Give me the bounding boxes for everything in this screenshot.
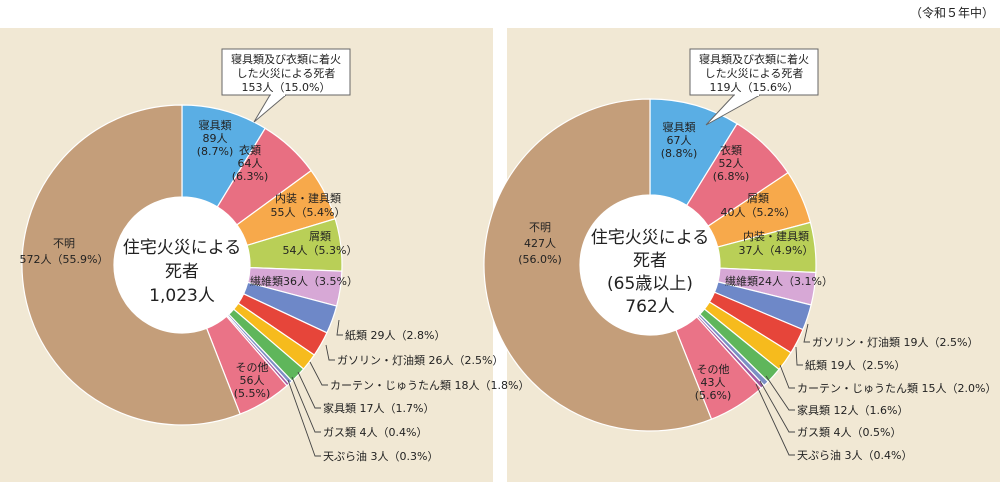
slice-label-内装建具類: 内装・建具類 (743, 229, 809, 243)
callout-box (689, 48, 819, 96)
slice-label-紙類: 紙類 19人（2.5%） (805, 358, 905, 372)
leader-line-カーテンじゅうたん類 (779, 364, 795, 389)
leader-line-ガス類 (759, 380, 795, 433)
center-label-line: 死者 (633, 251, 667, 271)
slice-label-家具類: 家具類 12人（1.6%） (797, 403, 908, 417)
slice-label-繊維類: 繊維類24人（3.1%） (725, 275, 833, 288)
leader-line-紙類 (336, 319, 343, 336)
callout-text-line: 寝具類及び衣類に着火 (231, 52, 341, 66)
slice-label-衣類: 52人 (719, 157, 744, 170)
callout-text-line: 153人（15.0%） (242, 81, 331, 94)
slice-label-衣類: 衣類 (720, 143, 742, 157)
slice-label-不明: (56.0%) (518, 253, 562, 266)
slice-label-内装建具類: 37人（4.9%） (739, 244, 814, 257)
leader-line-カーテンじゅうたん類 (309, 361, 328, 386)
slice-label-屑類: 屑類 (747, 192, 769, 205)
callout-box (221, 48, 351, 96)
slice-label-寝具類: 67人 (667, 134, 692, 147)
slice-label-不明: 427人 (524, 237, 556, 250)
slice-label-その他: (5.6%) (695, 389, 732, 402)
center-label-line: 住宅火災による (123, 238, 242, 258)
callout-text-line: 119人（15.6%） (710, 81, 799, 94)
slice-label-衣類: (6.3%) (232, 170, 269, 183)
slice-label-不明: 572人（55.9%） (20, 253, 109, 266)
era-note: （令和５年中） (910, 5, 994, 20)
slice-label-その他: その他 (697, 363, 730, 376)
slice-label-寝具類: 89人 (203, 132, 228, 145)
leader-line-家具類 (765, 375, 795, 411)
slice-label-ガス類: ガス類 4人（0.4%） (323, 426, 427, 439)
slice-label-その他: 56人 (240, 374, 265, 387)
slice-label-カーテンじゅうたん類: カーテン・じゅうたん類 18人（1.8%） (330, 379, 529, 392)
slice-label-繊維類: 繊維類36人（3.5%） (250, 275, 358, 288)
slice-label-家具類: 家具類 17人（1.7%） (323, 401, 434, 415)
slice-label-紙類: 紙類 29人（2.8%） (345, 328, 445, 342)
slice-label-不明: 不明 (53, 237, 75, 250)
callout-text-line: 寝具類及び衣類に着火 (699, 52, 809, 66)
leader-line-家具類 (297, 371, 321, 409)
slice-label-寝具類: (8.8%) (661, 147, 698, 160)
center-label-line: 762人 (625, 297, 674, 317)
slice-label-その他: その他 (236, 361, 269, 374)
callout-text-line: した火災による死者 (237, 67, 336, 80)
slice-label-内装建具類: 55人（5.4%） (271, 206, 346, 219)
slice-label-寝具類: 寝具類 (663, 120, 696, 134)
slice-label-屑類: 40人（5.2%） (721, 206, 796, 219)
center-label-line: 死者 (165, 262, 199, 282)
slice-label-ガス類: ガス類 4人（0.5%） (797, 426, 901, 439)
center-hole (114, 197, 250, 333)
slice-label-衣類: 64人 (238, 157, 263, 170)
leader-line-ガソリン灯油類 (803, 323, 810, 343)
callout-text-line: した火災による死者 (705, 67, 804, 80)
leader-line-天ぷら油 (287, 379, 321, 457)
slice-label-屑類: 屑類 (309, 230, 331, 243)
slice-label-ガソリン灯油類: ガソリン・灯油類 19人（2.5%） (812, 335, 978, 349)
slice-label-天ぷら油: 天ぷら油 3人（0.4%） (797, 448, 912, 462)
slice-label-その他: 43人 (701, 376, 726, 389)
slice-label-衣類: (6.8%) (713, 170, 750, 183)
slice-label-不明: 不明 (529, 221, 551, 234)
leader-line-天ぷら油 (755, 383, 795, 456)
slice-label-カーテンじゅうたん類: カーテン・じゅうたん類 15人（2.0%） (797, 382, 996, 395)
leader-line-紙類 (795, 346, 803, 366)
center-hole (580, 195, 720, 335)
slice-label-ガソリン灯油類: ガソリン・灯油類 26人（2.5%） (337, 353, 503, 367)
leader-line-ガソリン灯油類 (325, 344, 335, 361)
slice-label-屑類: 54人（5.3%） (283, 244, 358, 257)
slice-label-寝具類: 寝具類 (199, 118, 232, 132)
center-label-line: (65歳以上) (607, 274, 693, 294)
slice-label-衣類: 衣類 (239, 143, 261, 157)
slice-label-寝具類: (8.7%) (197, 145, 234, 158)
center-label-line: 1,023人 (149, 286, 215, 306)
slice-label-天ぷら油: 天ぷら油 3人（0.3%） (323, 449, 438, 463)
slice-label-内装建具類: 内装・建具類 (275, 191, 341, 205)
slice-label-その他: (5.5%) (234, 387, 271, 400)
leader-line-ガス類 (291, 376, 321, 433)
center-label-line: 住宅火災による (591, 228, 710, 248)
